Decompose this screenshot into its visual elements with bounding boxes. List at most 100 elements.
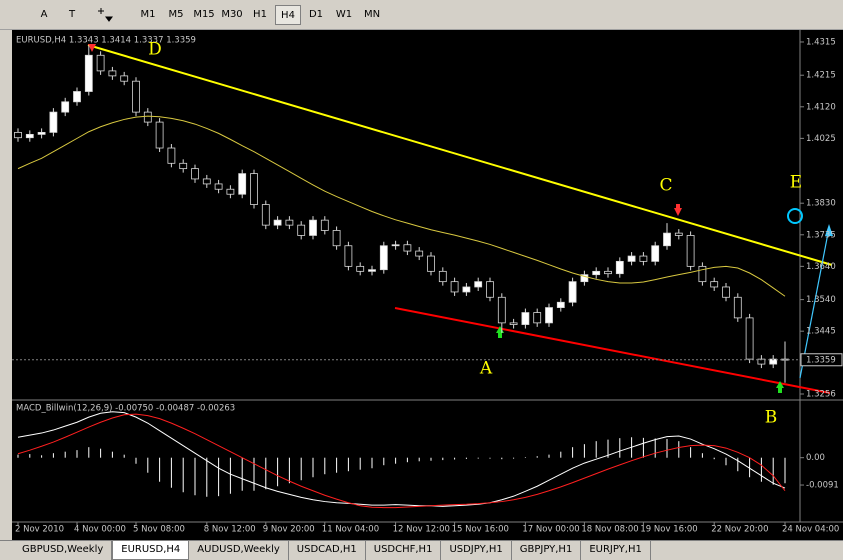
chart-annotation: B — [765, 408, 778, 428]
support-trendline — [394, 307, 831, 394]
price-tick-label: 1.3445 — [806, 327, 836, 337]
timeframe-button[interactable]: H4 — [275, 5, 301, 25]
candle-body — [167, 147, 176, 164]
chart-tab[interactable]: USDJPY,H1 — [441, 541, 512, 560]
candle-body — [120, 75, 129, 82]
candle-body — [297, 224, 306, 236]
price-tick-label: 1.3540 — [806, 295, 836, 305]
candle-body — [238, 173, 247, 195]
candle-body — [391, 244, 400, 247]
candle-body — [651, 245, 660, 262]
candle-body — [462, 286, 471, 293]
time-label: 18 Nov 08:00 — [581, 525, 638, 535]
candle-body — [722, 286, 730, 298]
time-label: 9 Nov 20:00 — [263, 525, 315, 535]
tool-button[interactable]: A — [40, 9, 48, 20]
candle-body — [143, 111, 152, 123]
chart-annotation: E — [790, 173, 802, 193]
candle-body — [686, 235, 695, 267]
candle-body — [674, 232, 683, 236]
candle-body — [438, 270, 447, 283]
chart-annotation: D — [148, 40, 162, 60]
candle-body — [368, 269, 376, 272]
candle-body — [556, 301, 565, 308]
time-label: 4 Nov 00:00 — [74, 525, 126, 535]
time-label: 5 Nov 08:00 — [133, 525, 185, 535]
candle-body — [545, 307, 553, 324]
time-label: 15 Nov 16:00 — [452, 525, 509, 535]
price-tick-label: 1.3256 — [806, 390, 836, 400]
target-circle — [787, 208, 803, 224]
candle-body — [14, 131, 22, 139]
candle-body — [639, 255, 648, 262]
candle-body — [250, 173, 258, 205]
time-label: 12 Nov 12:00 — [393, 525, 450, 535]
chart-tab[interactable]: GBPUSD,Weekly — [14, 541, 113, 560]
chart-tab[interactable]: USDCAD,H1 — [289, 541, 366, 560]
price-tick-label: 1.3735 — [806, 230, 836, 240]
up-arrow — [496, 326, 504, 338]
chart-annotation: A — [479, 359, 493, 379]
candle-body — [179, 162, 188, 170]
candle-body — [108, 70, 117, 77]
candle-body — [698, 265, 707, 283]
timeframe-button[interactable]: H1 — [253, 9, 267, 20]
plot: EURUSD,H4 1.3343 1.3414 1.3337 1.3359 MA… — [12, 30, 843, 540]
candle-body — [273, 219, 282, 226]
candle-body — [49, 111, 58, 133]
tool-icon[interactable] — [96, 7, 118, 23]
down-arrow — [674, 204, 682, 216]
timeframe-button[interactable]: M15 — [193, 9, 215, 20]
candle-body — [521, 312, 530, 325]
candle-body — [356, 265, 365, 272]
current-price-box — [800, 353, 843, 367]
candle-body — [509, 322, 518, 325]
candle-body — [415, 250, 424, 257]
time-label: 2 Nov 2010 — [15, 525, 64, 535]
chart-tab[interactable]: AUDUSD,Weekly — [189, 541, 289, 560]
projection-arrow — [799, 227, 830, 379]
chart-tab[interactable]: EURUSD,H4 — [112, 541, 190, 560]
candle-body — [25, 133, 34, 139]
candle-body — [73, 91, 81, 103]
timeframe-button[interactable]: M1 — [140, 9, 156, 20]
candle-body — [202, 178, 211, 185]
price-tick-label: -0.0091 — [806, 481, 839, 491]
candle-body — [155, 121, 164, 149]
timeframe-button[interactable]: M5 — [168, 9, 184, 20]
candle-body — [663, 232, 671, 247]
current-price-label: 1.3359 — [806, 355, 836, 365]
timeframe-button[interactable]: W1 — [335, 9, 353, 20]
projection-arrowhead — [825, 224, 833, 236]
candle-body — [427, 255, 435, 272]
time-label: 17 Nov 00:00 — [522, 525, 579, 535]
time-label: 24 Nov 04:00 — [782, 525, 839, 535]
candle-body — [61, 101, 70, 113]
tool-button[interactable]: T — [68, 9, 76, 20]
timeframe-button[interactable]: M30 — [221, 9, 243, 20]
time-label: 11 Nov 04:00 — [322, 525, 379, 535]
candle-body — [757, 358, 766, 365]
timeframe-button[interactable]: MN — [363, 9, 381, 20]
candle-body — [497, 296, 506, 324]
candle-body — [214, 183, 223, 190]
candle-body — [474, 281, 483, 288]
candle-body — [486, 281, 494, 298]
candle-body — [320, 219, 329, 231]
candle-body — [592, 270, 601, 276]
candle-body — [733, 296, 742, 319]
price-tick-label: 1.3830 — [806, 199, 836, 209]
chart-tab[interactable]: EURJPY,H1 — [581, 541, 651, 560]
chart-title: EURUSD,H4 1.3343 1.3414 1.3337 1.3359 — [16, 36, 196, 46]
moving-average — [17, 115, 786, 297]
toolbar: A T M1 M5 M15 M30 H1 H4 D1 W1 MN — [0, 0, 843, 30]
candle-body — [580, 274, 589, 283]
candle-body — [745, 317, 754, 360]
candle-body — [615, 260, 624, 275]
down-arrow — [88, 44, 96, 52]
chart-tab[interactable]: GBPJPY,H1 — [512, 541, 582, 560]
candle-body — [344, 245, 353, 267]
chart-tab[interactable]: USDCHF,H1 — [366, 541, 442, 560]
timeframe-button[interactable]: D1 — [308, 9, 324, 20]
candle-body — [604, 270, 612, 275]
